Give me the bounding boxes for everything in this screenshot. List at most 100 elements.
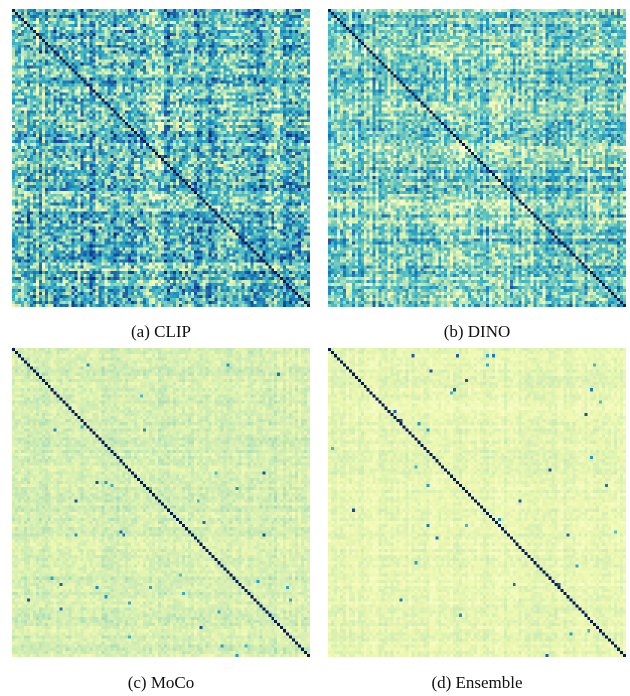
heatmap-cell — [59, 62, 63, 66]
heatmap-cell — [35, 50, 39, 54]
heatmap-cell — [23, 77, 27, 81]
heatmap-cell — [184, 143, 188, 147]
heatmap-cell — [172, 83, 176, 87]
heatmap-cell — [12, 26, 16, 30]
heatmap-cell — [172, 101, 176, 105]
heatmap-cell — [247, 9, 251, 13]
heatmap-cell — [83, 32, 87, 36]
heatmap-cell — [44, 17, 48, 21]
heatmap-cell — [134, 110, 138, 114]
heatmap-diagonal-cell — [134, 131, 138, 135]
heatmap-cell — [268, 143, 272, 147]
heatmap-cell — [38, 155, 42, 159]
heatmap-cell — [187, 9, 191, 13]
heatmap-cell — [92, 155, 96, 159]
heatmap-cell — [241, 29, 245, 33]
heatmap-cell — [137, 137, 141, 141]
heatmap-cell — [307, 137, 310, 141]
heatmap-cell — [47, 17, 51, 21]
heatmap-cell — [131, 68, 135, 72]
heatmap-cell — [163, 74, 168, 78]
heatmap-cell — [286, 17, 290, 21]
heatmap-cell — [56, 41, 60, 45]
heatmap-cell — [137, 80, 141, 84]
heatmap-cell — [199, 80, 203, 84]
heatmap-cell — [158, 47, 162, 51]
heatmap-cell — [241, 143, 245, 147]
heatmap-cell — [113, 32, 117, 36]
heatmap-cell — [59, 128, 63, 132]
heatmap-cell — [241, 38, 245, 42]
heatmap-cell — [62, 26, 66, 30]
heatmap-cell — [35, 41, 39, 45]
heatmap-cell — [190, 80, 194, 84]
heatmap-cell — [128, 29, 132, 33]
heatmap-cell — [140, 80, 144, 84]
heatmap-cell — [134, 38, 138, 42]
heatmap-cell — [59, 41, 63, 45]
heatmap-cell — [98, 62, 102, 66]
heatmap-cell — [20, 128, 24, 132]
heatmap-cell — [259, 107, 263, 111]
heatmap-cell — [283, 83, 287, 87]
heatmap-cell — [277, 80, 281, 84]
heatmap-cell — [289, 152, 293, 156]
heatmap-cell — [193, 20, 197, 24]
heatmap-cell — [259, 68, 263, 72]
heatmap-cell — [23, 50, 27, 54]
heatmap-cell — [265, 32, 269, 36]
heatmap-diagonal-cell — [12, 9, 16, 13]
heatmap-cell — [163, 113, 168, 117]
heatmap-cell — [86, 140, 90, 144]
heatmap-cell — [280, 44, 284, 48]
heatmap-cell — [304, 20, 308, 24]
heatmap-cell — [172, 11, 176, 16]
heatmap-cell — [244, 110, 248, 114]
heatmap-cell — [298, 62, 302, 66]
heatmap-cell — [220, 9, 224, 13]
heatmap-cell — [74, 92, 78, 96]
heatmap-cell — [110, 155, 114, 159]
heatmap-cell — [65, 23, 69, 27]
heatmap-cell — [59, 92, 63, 96]
heatmap-cell — [292, 143, 296, 147]
heatmap-cell — [29, 56, 33, 60]
heatmap-cell — [74, 113, 78, 117]
heatmap-cell — [214, 98, 218, 102]
heatmap-cell — [247, 44, 251, 48]
heatmap-cell — [131, 53, 135, 57]
heatmap-cell — [298, 86, 302, 90]
heatmap-cell — [80, 41, 84, 45]
heatmap-cell — [137, 128, 141, 132]
heatmap-cell — [38, 143, 42, 147]
heatmap-cell — [44, 47, 48, 51]
heatmap-cell — [29, 137, 33, 141]
heatmap-cell — [283, 140, 287, 144]
heatmap-cell — [128, 80, 132, 84]
heatmap-cell — [280, 155, 284, 159]
heatmap-cell — [83, 152, 87, 156]
heatmap-cell — [95, 65, 99, 69]
heatmap-cell — [98, 44, 102, 48]
heatmap-cell — [38, 41, 42, 45]
heatmap-cell — [244, 137, 248, 141]
heatmap-cell — [208, 92, 212, 96]
heatmap-cell — [193, 32, 197, 36]
heatmap-cell — [140, 134, 144, 138]
heatmap-cell — [163, 50, 168, 54]
heatmap-cell — [65, 113, 69, 117]
heatmap-cell — [12, 125, 16, 129]
heatmap-cell — [137, 113, 141, 117]
heatmap-cell — [286, 119, 290, 123]
heatmap-cell — [41, 77, 45, 81]
heatmap-cell — [137, 146, 141, 150]
heatmap-cell — [163, 140, 168, 144]
heatmap-cell — [268, 56, 272, 60]
heatmap-cell — [241, 20, 245, 24]
heatmap-cell — [175, 11, 179, 16]
heatmap-diagonal-cell — [128, 125, 132, 129]
heatmap-cell — [190, 9, 194, 13]
heatmap-cell — [280, 104, 284, 108]
heatmap-cell — [178, 62, 182, 66]
heatmap-cell — [59, 95, 63, 99]
